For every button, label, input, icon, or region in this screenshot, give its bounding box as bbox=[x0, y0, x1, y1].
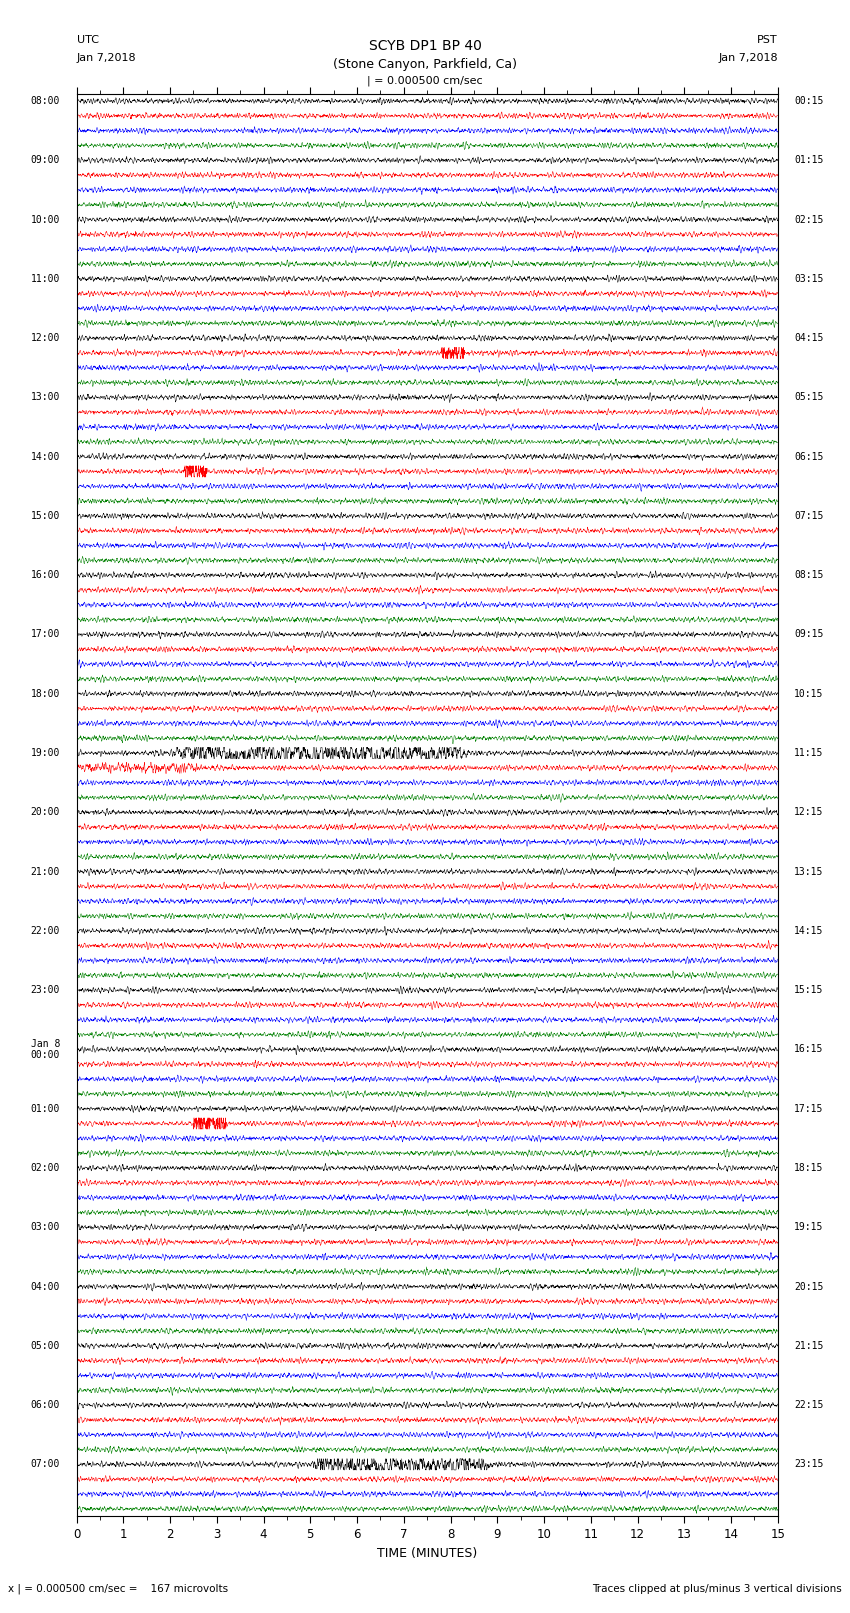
Text: 23:15: 23:15 bbox=[794, 1460, 824, 1469]
Text: 17:00: 17:00 bbox=[31, 629, 60, 639]
X-axis label: TIME (MINUTES): TIME (MINUTES) bbox=[377, 1547, 477, 1560]
Text: 20:15: 20:15 bbox=[794, 1281, 824, 1292]
Text: 08:15: 08:15 bbox=[794, 569, 824, 581]
Text: SCYB DP1 BP 40: SCYB DP1 BP 40 bbox=[369, 39, 481, 53]
Text: 19:15: 19:15 bbox=[794, 1223, 824, 1232]
Text: 09:00: 09:00 bbox=[31, 155, 60, 165]
Text: 18:15: 18:15 bbox=[794, 1163, 824, 1173]
Text: 11:15: 11:15 bbox=[794, 748, 824, 758]
Text: 23:00: 23:00 bbox=[31, 986, 60, 995]
Text: (Stone Canyon, Parkfield, Ca): (Stone Canyon, Parkfield, Ca) bbox=[333, 58, 517, 71]
Text: 04:00: 04:00 bbox=[31, 1281, 60, 1292]
Text: 16:00: 16:00 bbox=[31, 569, 60, 581]
Text: 17:15: 17:15 bbox=[794, 1103, 824, 1113]
Text: 03:15: 03:15 bbox=[794, 274, 824, 284]
Text: 15:00: 15:00 bbox=[31, 511, 60, 521]
Text: 07:15: 07:15 bbox=[794, 511, 824, 521]
Text: 13:15: 13:15 bbox=[794, 866, 824, 876]
Text: 22:00: 22:00 bbox=[31, 926, 60, 936]
Text: | = 0.000500 cm/sec: | = 0.000500 cm/sec bbox=[367, 76, 483, 87]
Text: PST: PST bbox=[757, 35, 778, 45]
Text: Traces clipped at plus/minus 3 vertical divisions: Traces clipped at plus/minus 3 vertical … bbox=[592, 1584, 842, 1594]
Text: 14:15: 14:15 bbox=[794, 926, 824, 936]
Text: 16:15: 16:15 bbox=[794, 1044, 824, 1055]
Text: 12:15: 12:15 bbox=[794, 806, 824, 818]
Text: Jan 7,2018: Jan 7,2018 bbox=[76, 53, 136, 63]
Text: 01:00: 01:00 bbox=[31, 1103, 60, 1113]
Text: 06:15: 06:15 bbox=[794, 452, 824, 461]
Text: 01:15: 01:15 bbox=[794, 155, 824, 165]
Text: 10:15: 10:15 bbox=[794, 689, 824, 698]
Text: 05:00: 05:00 bbox=[31, 1340, 60, 1350]
Text: Jan 7,2018: Jan 7,2018 bbox=[718, 53, 778, 63]
Text: 22:15: 22:15 bbox=[794, 1400, 824, 1410]
Text: 05:15: 05:15 bbox=[794, 392, 824, 402]
Text: 00:15: 00:15 bbox=[794, 95, 824, 106]
Text: 11:00: 11:00 bbox=[31, 274, 60, 284]
Text: 03:00: 03:00 bbox=[31, 1223, 60, 1232]
Text: 02:00: 02:00 bbox=[31, 1163, 60, 1173]
Text: 21:15: 21:15 bbox=[794, 1340, 824, 1350]
Text: 19:00: 19:00 bbox=[31, 748, 60, 758]
Text: 10:00: 10:00 bbox=[31, 215, 60, 224]
Text: 21:00: 21:00 bbox=[31, 866, 60, 876]
Text: 14:00: 14:00 bbox=[31, 452, 60, 461]
Text: 12:00: 12:00 bbox=[31, 332, 60, 344]
Text: 13:00: 13:00 bbox=[31, 392, 60, 402]
Text: UTC: UTC bbox=[76, 35, 99, 45]
Text: Jan 8
00:00: Jan 8 00:00 bbox=[31, 1039, 60, 1060]
Text: 09:15: 09:15 bbox=[794, 629, 824, 639]
Text: 04:15: 04:15 bbox=[794, 332, 824, 344]
Text: 07:00: 07:00 bbox=[31, 1460, 60, 1469]
Text: 02:15: 02:15 bbox=[794, 215, 824, 224]
Text: 15:15: 15:15 bbox=[794, 986, 824, 995]
Text: x | = 0.000500 cm/sec =    167 microvolts: x | = 0.000500 cm/sec = 167 microvolts bbox=[8, 1582, 229, 1594]
Text: 18:00: 18:00 bbox=[31, 689, 60, 698]
Text: 06:00: 06:00 bbox=[31, 1400, 60, 1410]
Text: 20:00: 20:00 bbox=[31, 806, 60, 818]
Text: 08:00: 08:00 bbox=[31, 95, 60, 106]
